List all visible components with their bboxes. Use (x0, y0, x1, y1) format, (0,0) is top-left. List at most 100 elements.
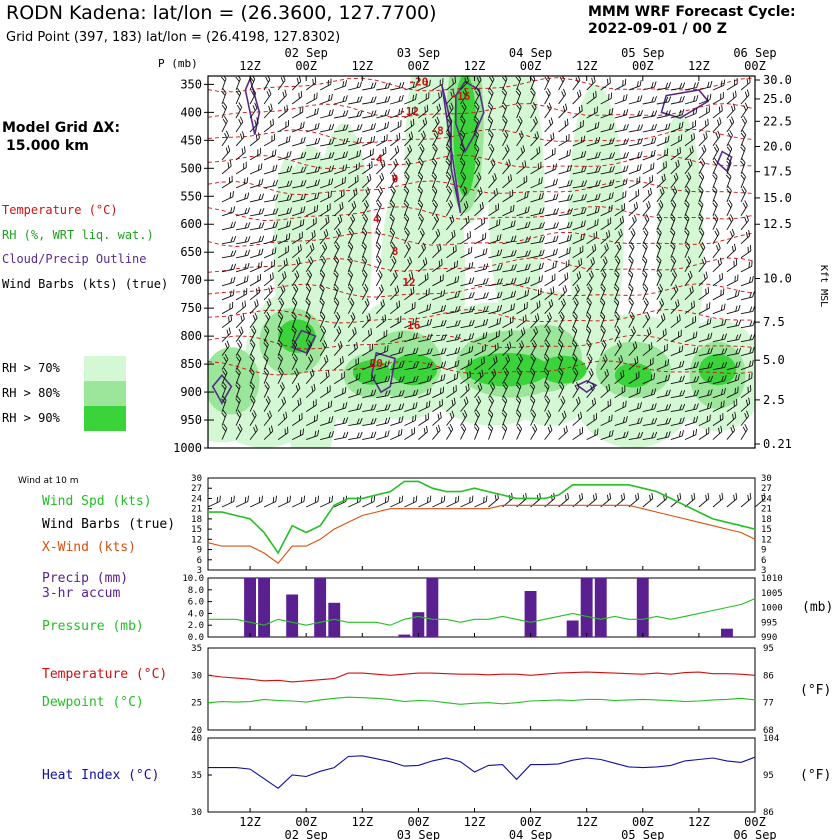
wind-barb (474, 369, 484, 385)
wind-barb-flag (468, 277, 472, 284)
wind-barb (628, 214, 637, 231)
wind-barb (530, 207, 545, 217)
wind-barb-flag (225, 130, 230, 137)
wind-barb-flag (657, 269, 663, 276)
wind-barb-flag (699, 160, 704, 167)
wind-barb-flag (283, 396, 287, 403)
wind-barb-flag (761, 248, 766, 254)
wind-barb-flag (561, 91, 565, 97)
wind-barb-flag (482, 292, 486, 299)
wind-barb-shaft (221, 294, 234, 301)
wind-barb-flag (524, 303, 526, 310)
wind-barb-flag (601, 325, 606, 331)
wind-barb (740, 229, 751, 245)
wind-barb-flag (592, 257, 596, 263)
wind-barb-shaft (249, 122, 259, 133)
wind-barb-flag (445, 174, 451, 180)
wind-barb-flag (425, 425, 428, 432)
bottom-day-label: 06 Sep (733, 828, 776, 840)
wind-barb-flag (590, 270, 594, 277)
wind-barb-flag (583, 207, 587, 214)
wind-barb-flag (532, 102, 537, 108)
wind-barb-flag (350, 314, 354, 321)
wind-barb-flag (350, 227, 354, 234)
wind-barb-flag (642, 286, 647, 292)
wind-barb (334, 164, 348, 175)
surface-wind-barb (320, 495, 334, 508)
wind-barb-shaft (600, 171, 613, 175)
wind-barb-flag (544, 353, 550, 359)
wind-barb-flag (735, 305, 738, 312)
wind-barb-shaft (221, 211, 234, 217)
wind-barb (642, 417, 658, 427)
wind-barb-shaft (726, 295, 739, 301)
wind-barb (319, 297, 325, 314)
surface-wind-barb-flag (401, 495, 404, 502)
wind-barb-flag (420, 144, 425, 150)
wind-barb-flag (595, 194, 598, 201)
wind-barb-flag (635, 373, 637, 379)
wind-barb-flag (390, 244, 395, 250)
wind-barb-shaft (502, 428, 508, 440)
wind-barb-flag (499, 317, 502, 324)
wind-barb (684, 285, 694, 301)
wind-barb-shaft (389, 290, 399, 301)
wind-barb-flag (494, 344, 497, 351)
wind-barb-flag (738, 319, 742, 326)
wind-barb (516, 353, 523, 370)
wind-barb-flag (317, 165, 321, 172)
wind-barb-flag (331, 109, 334, 116)
wind-barb (712, 104, 723, 119)
wind-barb-flag (253, 409, 257, 416)
wind-barb-shaft (263, 154, 276, 161)
wind-barb-flag (409, 144, 413, 151)
wind-barb-shaft (305, 389, 316, 399)
wind-barb-flag (604, 354, 608, 360)
wind-barb-flag (558, 339, 564, 345)
wind-barb-shaft (376, 380, 389, 385)
wind-barb-flag (351, 203, 355, 209)
wind-barb-flag (348, 269, 353, 275)
wind-barb-flag (333, 258, 338, 264)
wind-barb-shaft (530, 197, 543, 203)
wind-barb (460, 306, 475, 315)
wind-barb (571, 339, 578, 356)
wind-barb-flag (254, 102, 258, 109)
wind-barb-flag (284, 106, 286, 113)
wind-barb-shaft (278, 185, 290, 189)
wind-barb-shaft (712, 338, 725, 343)
wind-barb (305, 243, 315, 259)
wind-barb (712, 400, 725, 413)
wind-barb (403, 213, 410, 230)
wind-barb-flag (495, 331, 498, 338)
wind-barb-flag (499, 304, 503, 311)
wind-barb (558, 367, 564, 384)
wind-barb-flag (272, 165, 275, 172)
wind-barb-flag (707, 403, 710, 409)
surface-wind-barb-flag (219, 495, 221, 502)
wind-barb-flag (390, 199, 395, 205)
wind-barb (376, 121, 389, 133)
wind-barb-shaft (754, 134, 755, 147)
wind-barb (446, 397, 456, 412)
wind-barb-flag (515, 384, 521, 390)
wind-barb-flag (432, 171, 437, 177)
wind-barb-flag (508, 330, 511, 337)
wind-barb-flag (285, 258, 288, 265)
wind-barb-flag (440, 387, 442, 394)
wind-barb-flag (319, 300, 324, 306)
wind-barb-flag (673, 175, 677, 181)
wind-barb-flag (679, 417, 682, 424)
wind-barb (516, 327, 526, 343)
wind-barb-flag (281, 398, 285, 405)
wind-barb-flag (686, 258, 690, 265)
wind-barb-flag (703, 144, 707, 151)
wind-barb-shaft (544, 78, 550, 91)
wind-barb (249, 102, 258, 119)
wind-barb (375, 299, 385, 315)
wind-barb-flag (721, 375, 724, 382)
wind-barb-shaft (319, 260, 327, 273)
wind-barb (516, 116, 523, 133)
wind-barb-shaft (586, 185, 599, 189)
wind-barb-flag (247, 207, 251, 214)
